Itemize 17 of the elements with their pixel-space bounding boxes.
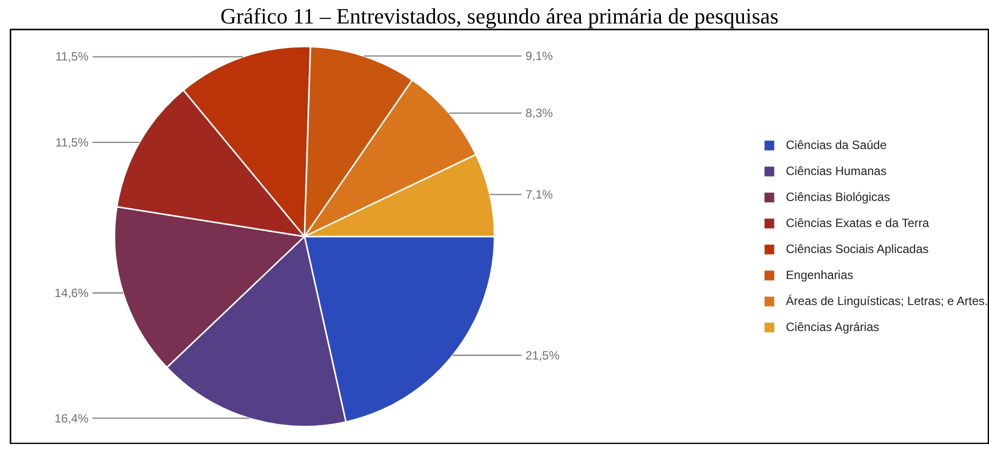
legend-label: Ciências da Saúde bbox=[786, 138, 887, 152]
legend-label: Ciências Biológicas bbox=[786, 190, 890, 204]
chart-title: Gráfico 11 – Entrevistados, segundo área primária de pesquisas bbox=[220, 4, 779, 28]
data-label: 21,5% bbox=[526, 348, 560, 362]
legend-label: Ciências Agrárias bbox=[786, 320, 880, 334]
data-label: 8,3% bbox=[526, 106, 554, 120]
legend-label: Engenharias bbox=[786, 268, 854, 282]
legend-label: Ciências Exatas e da Terra bbox=[786, 216, 930, 230]
data-label: 16,4% bbox=[54, 411, 89, 426]
data-label: 11,5% bbox=[55, 135, 89, 150]
data-label: 11,5% bbox=[55, 50, 89, 64]
legend-label: Ciências Sociais Aplicadas bbox=[786, 242, 929, 256]
data-label: 7,1% bbox=[526, 187, 554, 202]
legend-label: Ciências Humanas bbox=[786, 164, 887, 178]
legend-label: Áreas de Linguísticas; Letras; e Artes. bbox=[786, 294, 988, 308]
data-label: 9,1% bbox=[526, 48, 554, 63]
data-label: 14,6% bbox=[54, 286, 89, 300]
